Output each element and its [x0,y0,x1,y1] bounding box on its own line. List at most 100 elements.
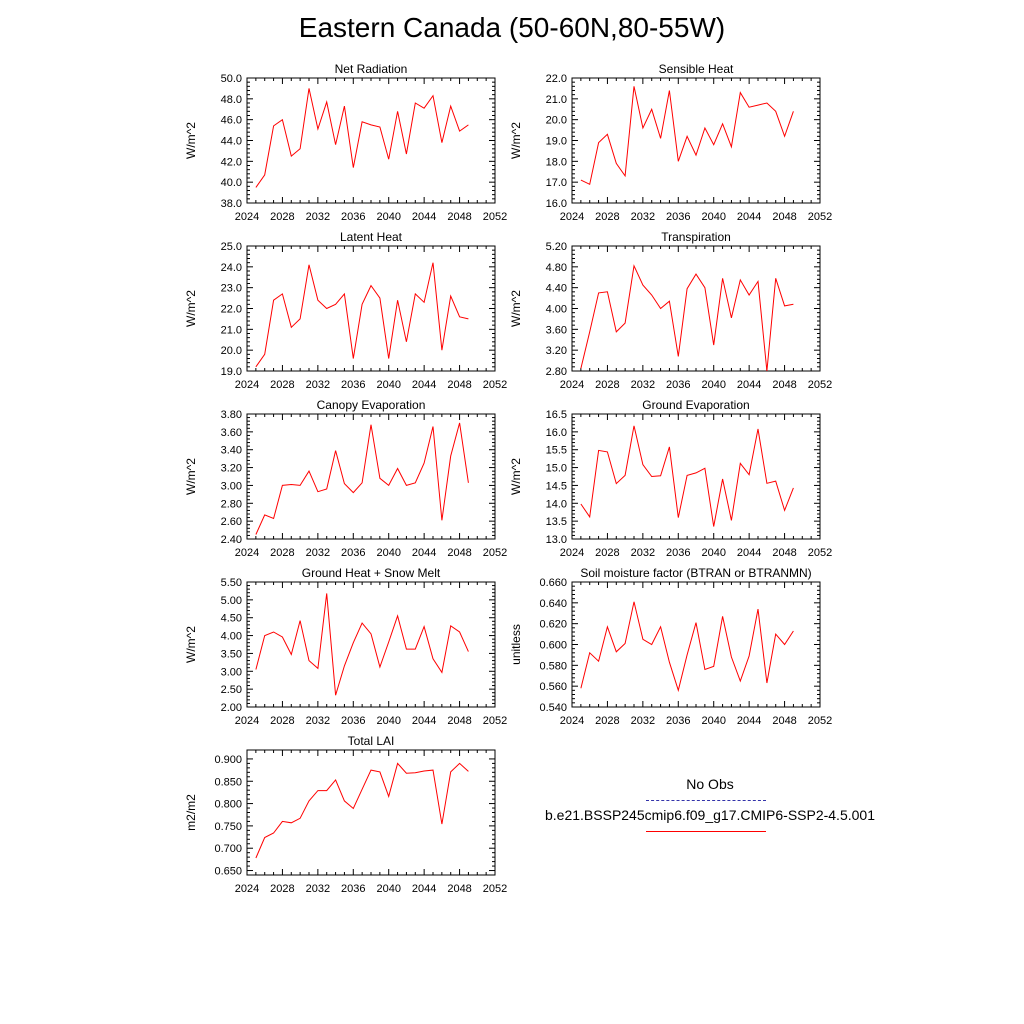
y-tick-label: 20.0 [221,345,242,357]
y-tick-label: 0.700 [214,843,242,855]
x-tick-label: 2040 [701,715,725,727]
panel-title: Soil moisture factor (BTRAN or BTRANMN) [580,566,811,580]
panel-transpiration: Transpiration W/m^2 2024 2028 2032 2036 2040 20… [509,230,832,391]
x-tick-label: 2028 [270,211,294,223]
y-tick-label: 15.5 [546,445,567,457]
x-tick-label: 2044 [737,211,761,223]
x-tick-label: 2052 [808,211,832,223]
y-tick-label: 4.50 [221,613,242,625]
y-tick-label: 0.600 [539,640,567,652]
legend-line-model-run [646,831,766,832]
y-tick-label: 19.0 [221,366,242,378]
x-tick-label: 2032 [306,715,330,727]
y-axis-label: W/m^2 [509,122,523,159]
x-tick-label: 2040 [376,883,400,895]
x-tick-label: 2040 [376,547,400,559]
x-tick-label: 2048 [772,211,796,223]
x-tick-label: 2032 [306,883,330,895]
x-tick-label: 2052 [808,379,832,391]
y-tick-label: 15.0 [546,463,567,475]
y-tick-label: 16.0 [546,427,567,439]
x-tick-label: 2044 [412,379,436,391]
y-tick-label: 3.00 [221,480,242,492]
y-tick-label: 40.0 [221,177,242,189]
x-tick-label: 2028 [595,211,619,223]
y-tick-label: 0.640 [539,598,567,610]
x-tick-label: 2028 [595,715,619,727]
y-tick-label: 0.800 [214,799,242,811]
x-tick-label: 2040 [701,379,725,391]
x-tick-label: 2040 [376,379,400,391]
y-tick-label: 16.5 [546,409,567,421]
series-line-canopy-evaporation [255,422,469,535]
x-tick-label: 2040 [701,211,725,223]
panel-title: Sensible Heat [659,62,734,76]
x-tick-label: 2036 [341,379,365,391]
plot-frame [246,77,496,204]
x-tick-label: 2052 [483,379,507,391]
y-tick-label: 50.0 [221,73,242,85]
series-line-soil-moisture-factor-btran-or-btranmn [580,601,794,693]
x-tick-label: 2036 [341,547,365,559]
x-tick-label: 2024 [235,379,259,391]
y-tick-label: 2.00 [221,702,242,714]
y-tick-label: 2.80 [221,498,242,510]
x-tick-label: 2044 [737,715,761,727]
y-tick-label: 19.0 [546,136,567,148]
legend-line-no-obs [646,800,766,801]
x-tick-label: 2036 [666,211,690,223]
panel-title: Ground Evaporation [642,398,749,412]
y-tick-label: 46.0 [221,115,242,127]
x-tick-label: 2048 [772,715,796,727]
series-line-ground-heat-snow-melt [255,593,469,696]
x-tick-label: 2032 [631,547,655,559]
x-tick-label: 2028 [270,715,294,727]
y-tick-label: 4.40 [546,283,567,295]
y-tick-label: 3.50 [221,648,242,660]
x-tick-label: 2052 [483,883,507,895]
y-tick-label: 2.80 [546,366,567,378]
series-line-latent-heat [255,262,469,368]
x-tick-label: 2044 [412,547,436,559]
y-tick-label: 3.00 [221,666,242,678]
x-tick-label: 2036 [666,379,690,391]
x-tick-label: 2032 [631,715,655,727]
panel-sensible-heat: Sensible Heat W/m^2 2024 2028 2032 2036 2040 20… [509,62,832,223]
panel-total-lai: Total LAI m2/m2 2024 2028 2032 2036 2040 2044 20… [184,734,507,895]
x-tick-label: 2024 [235,547,259,559]
plot-frame [571,245,821,372]
x-tick-label: 2052 [483,715,507,727]
y-tick-label: 0.620 [539,619,567,631]
y-tick-label: 4.00 [221,631,242,643]
panel-title: Latent Heat [340,230,403,244]
x-tick-label: 2024 [235,883,259,895]
x-tick-label: 2048 [447,883,471,895]
x-tick-label: 2024 [235,211,259,223]
y-tick-label: 5.50 [221,577,242,589]
y-tick-label: 42.0 [221,156,242,168]
panel-ground-evaporation: Ground Evaporation W/m^2 2024 2028 2032 2036 2… [509,398,832,559]
x-tick-label: 2048 [447,211,471,223]
y-tick-label: 0.660 [539,577,567,589]
x-tick-label: 2024 [560,547,584,559]
x-tick-label: 2024 [560,211,584,223]
y-tick-label: 3.80 [221,409,242,421]
x-tick-label: 2028 [595,379,619,391]
x-tick-label: 2048 [447,715,471,727]
panel-title: Total LAI [348,734,395,748]
y-axis-label: W/m^2 [184,458,198,495]
y-tick-label: 2.60 [221,516,242,528]
x-tick-label: 2036 [341,211,365,223]
x-tick-label: 2024 [560,715,584,727]
x-tick-label: 2036 [666,715,690,727]
y-tick-label: 3.20 [221,463,242,475]
x-tick-label: 2044 [412,883,436,895]
y-tick-label: 0.900 [214,754,242,766]
y-axis-label: unitless [509,624,523,665]
series-line-total-lai [255,762,469,859]
panel-title: Net Radiation [335,62,408,76]
y-tick-label: 24.0 [221,262,242,274]
x-tick-label: 2040 [376,715,400,727]
y-tick-label: 0.560 [539,681,567,693]
